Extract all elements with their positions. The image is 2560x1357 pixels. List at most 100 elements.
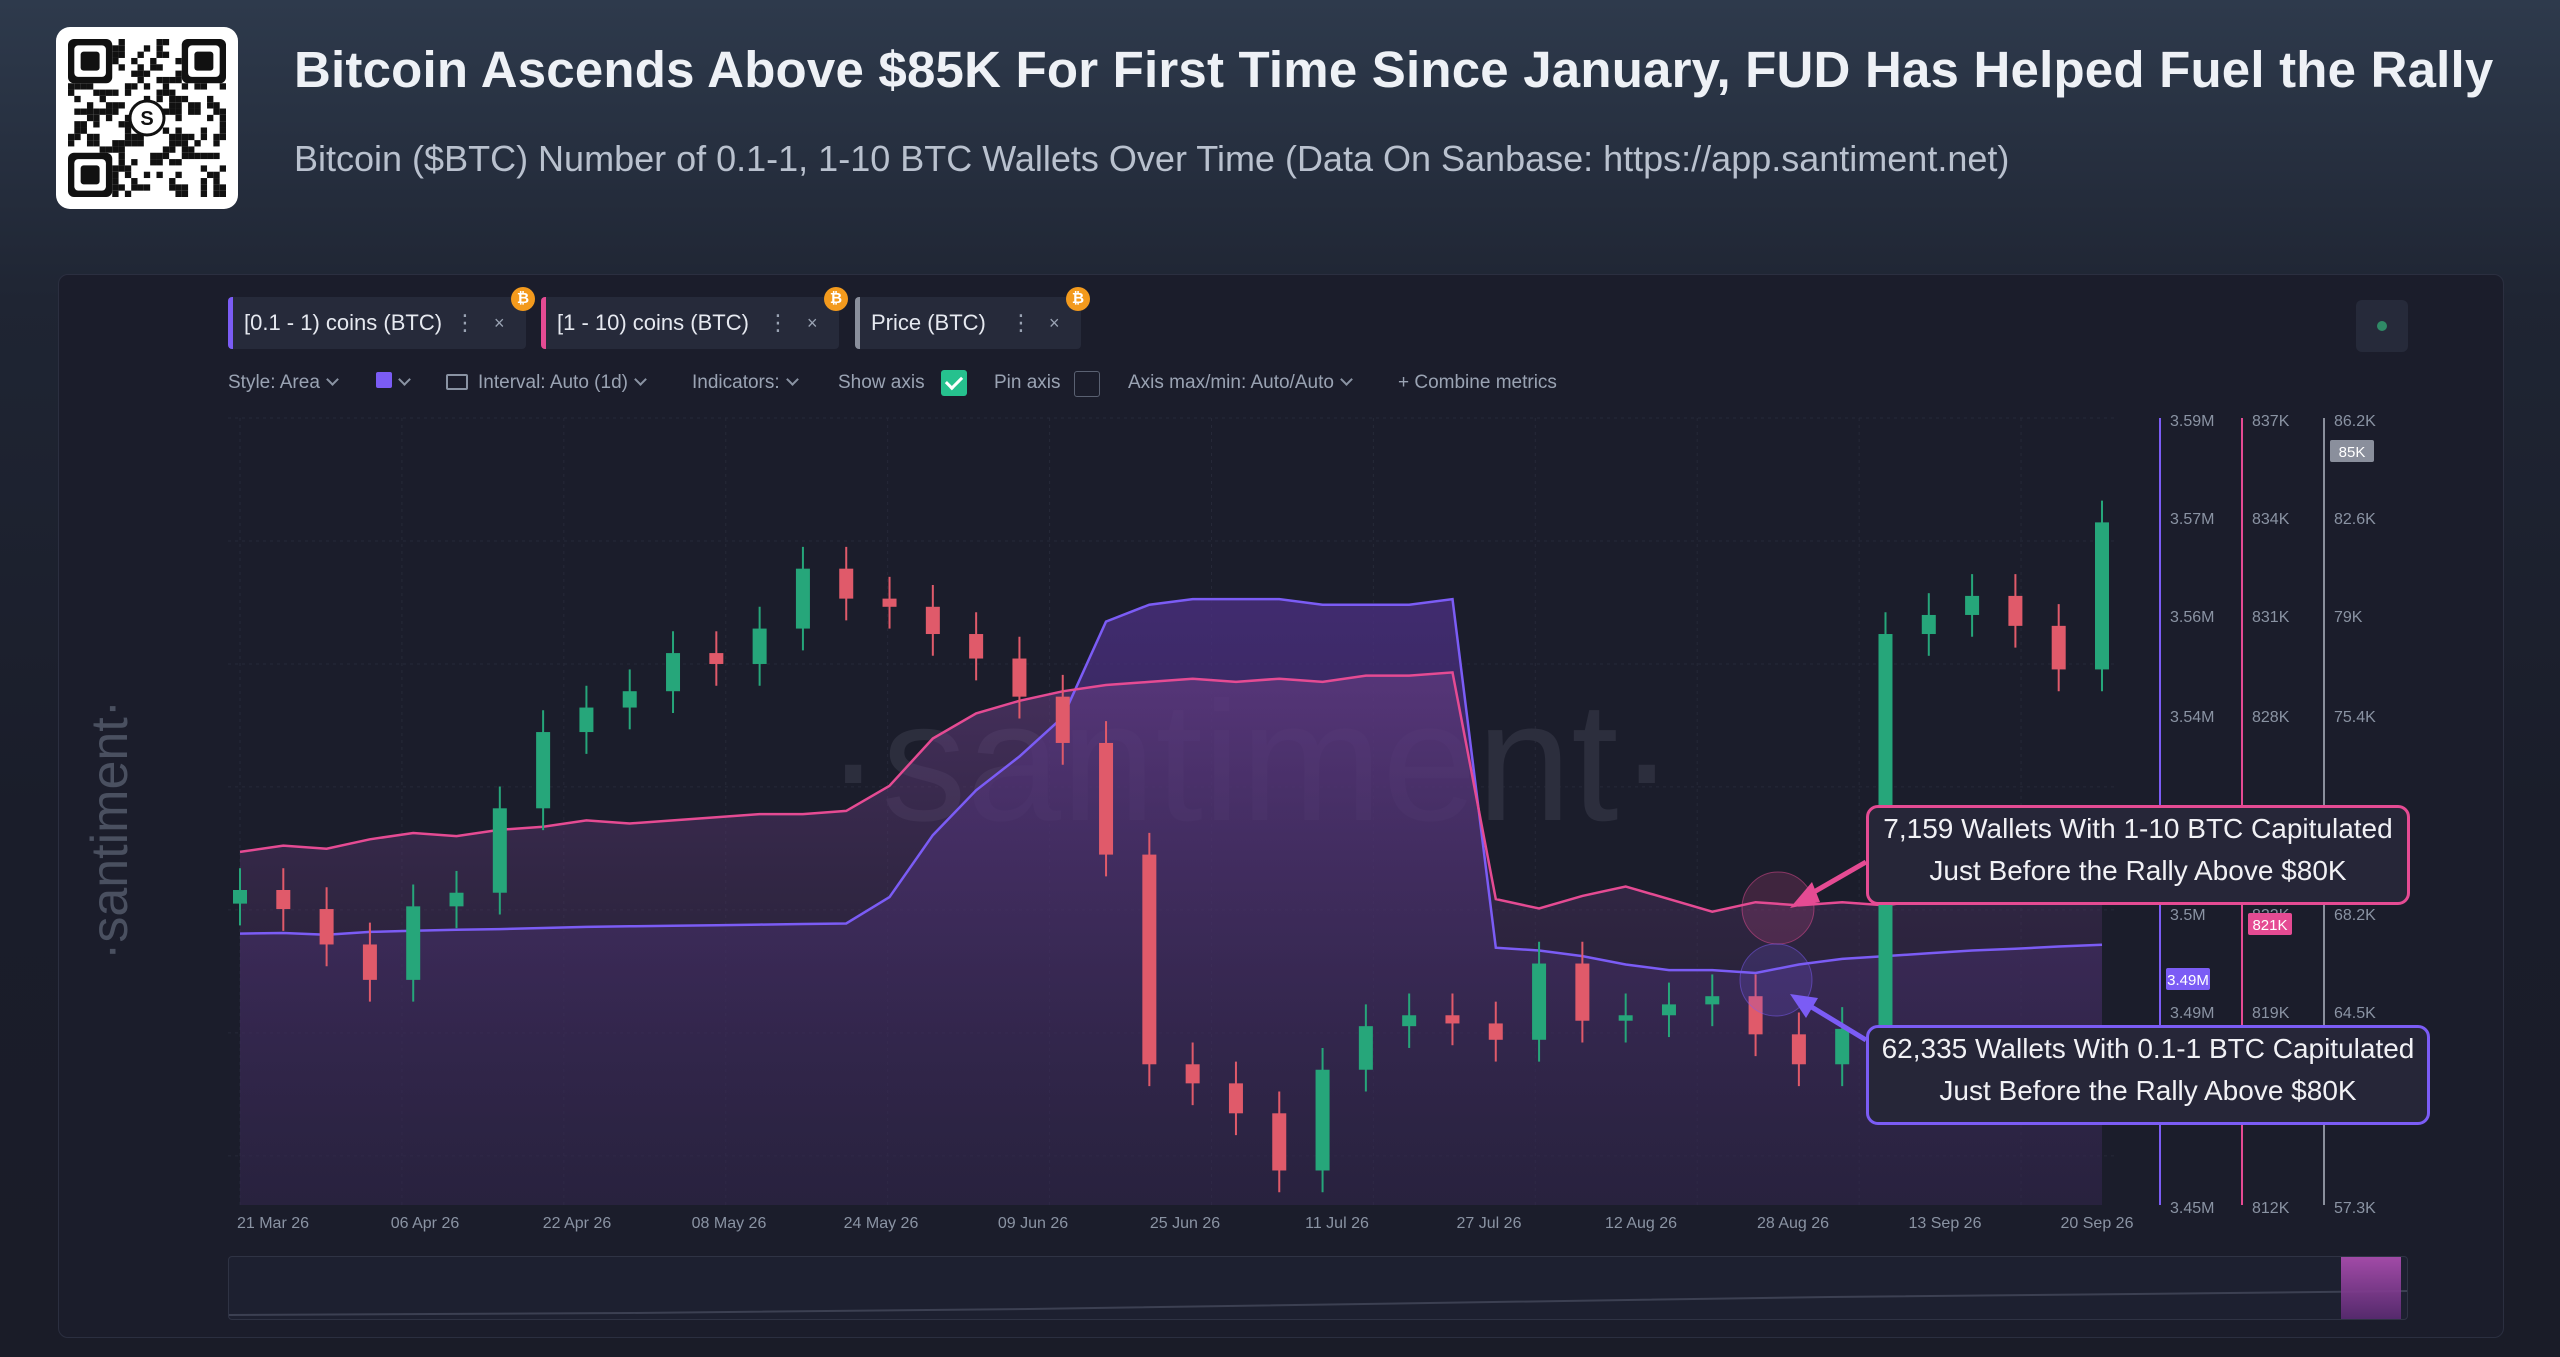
qr-code: S [56, 27, 238, 209]
tab-label: [1 - 10) coins (BTC) [557, 310, 749, 335]
qr-module [156, 39, 163, 46]
tab-metric-1-10-coins[interactable]: [1 - 10) coins (BTC) ⋮ × ₿ [541, 287, 848, 349]
qr-module [213, 190, 220, 197]
qr-module [207, 102, 214, 109]
axis-maxmin-dropdown[interactable]: Axis max/min: Auto/Auto [1128, 372, 1353, 394]
combine-metrics-button[interactable]: + Combine metrics [1398, 372, 1557, 393]
qr-module [181, 146, 189, 153]
qr-module [213, 133, 220, 141]
qr-module [188, 133, 195, 141]
settings-icon[interactable] [2356, 300, 2408, 352]
qr-module [86, 83, 94, 90]
qr-module [194, 102, 201, 109]
qr-module [118, 184, 125, 191]
qr-module [124, 140, 132, 147]
qr-module [188, 152, 195, 160]
qr-module [99, 146, 106, 153]
qr-module [112, 45, 119, 52]
qr-module [118, 45, 125, 52]
tab-menu-icon[interactable]: ⋮ [767, 310, 789, 335]
qr-module [175, 159, 182, 166]
show-axis-label: Show axis [838, 372, 925, 393]
qr-module [213, 102, 220, 109]
qr-module [169, 95, 176, 103]
qr-logo: S [140, 108, 153, 130]
navigator-handle[interactable] [2341, 1257, 2401, 1319]
qr-module [131, 133, 138, 141]
pin-axis-checkbox[interactable] [1074, 371, 1100, 397]
qr-module [99, 95, 106, 103]
qr-module [93, 140, 100, 147]
indicators-dropdown[interactable]: Indicators: [692, 372, 799, 394]
interval-dropdown[interactable]: Interval: Auto (1d) [446, 372, 647, 394]
page-subtitle: Bitcoin ($BTC) Number of 0.1-1, 1-10 BTC… [294, 138, 2010, 179]
axis-maxmin-label: Axis max/min: Auto/Auto [1128, 372, 1334, 393]
qr-module [169, 108, 176, 115]
qr-module [112, 171, 119, 179]
annotation-line: 62,335 Wallets With 0.1-1 BTC Capitulate… [1881, 1033, 2415, 1064]
qr-module [175, 140, 182, 147]
qr-module [80, 108, 87, 115]
qr-module [219, 190, 226, 197]
qr-module [143, 70, 151, 77]
timeline-navigator[interactable] [228, 1256, 2408, 1320]
tab-metric-0-1-coins[interactable]: [0.1 - 1) coins (BTC) ⋮ × ₿ [228, 287, 535, 349]
close-icon[interactable]: × [807, 312, 818, 333]
qr-module [219, 114, 226, 122]
qr-module [131, 83, 138, 90]
qr-module [68, 140, 75, 147]
navigator-sparkline [229, 1290, 2407, 1316]
qr-module [181, 184, 189, 191]
qr-module [175, 76, 182, 84]
tab-color-bar [228, 297, 233, 349]
qr-module [118, 159, 125, 166]
qr-module [93, 133, 100, 141]
interval-label: Interval: Auto (1d) [478, 372, 628, 393]
show-axis-checkbox[interactable] [941, 370, 967, 396]
qr-module [175, 127, 182, 134]
annotation-line: 7,159 Wallets With 1-10 BTC Capitulated [1883, 813, 2393, 844]
annotation-line: Just Before the Rally Above $80K [1939, 1075, 2357, 1106]
qr-module [118, 146, 125, 153]
qr-module [213, 178, 220, 185]
tab-menu-icon[interactable]: ⋮ [1010, 310, 1032, 335]
qr-module [93, 114, 100, 122]
qr-module [169, 102, 176, 109]
qr-module [175, 95, 182, 103]
qr-module [80, 121, 87, 128]
qr-module [124, 190, 132, 197]
chevron-down-icon [326, 373, 339, 386]
tab-menu-icon[interactable]: ⋮ [454, 310, 476, 335]
qr-module [200, 184, 208, 191]
qr-module [118, 51, 125, 58]
close-icon[interactable]: × [1049, 312, 1060, 333]
qr-logo-circle [128, 99, 166, 137]
qr-module [112, 184, 119, 191]
qr-module [162, 39, 170, 46]
qr-module [181, 152, 189, 160]
qr-module [207, 114, 214, 122]
qr-module [169, 89, 176, 96]
qr-module [175, 70, 182, 77]
qr-module [194, 83, 201, 90]
qr-module [156, 152, 163, 160]
qr-module [175, 133, 182, 141]
style-dropdown[interactable]: Style: Area [228, 372, 339, 394]
qr-module [169, 184, 176, 191]
qr-module [150, 152, 157, 160]
qr-module [200, 152, 208, 160]
qr-module [124, 83, 132, 90]
color-dropdown[interactable] [376, 372, 411, 394]
bitcoin-icon: ₿ [1066, 287, 1090, 311]
qr-module [156, 159, 163, 166]
qr-module [118, 165, 125, 172]
qr-module [181, 140, 189, 147]
qr-module [74, 108, 81, 115]
tab-metric-price[interactable]: Price (BTC) ⋮ × ₿ [855, 287, 1090, 349]
qr-module [200, 133, 208, 141]
chevron-down-icon [398, 373, 411, 386]
qr-module [80, 127, 87, 134]
qr-module [99, 89, 106, 96]
close-icon[interactable]: × [494, 312, 505, 333]
qr-finder [80, 51, 100, 71]
